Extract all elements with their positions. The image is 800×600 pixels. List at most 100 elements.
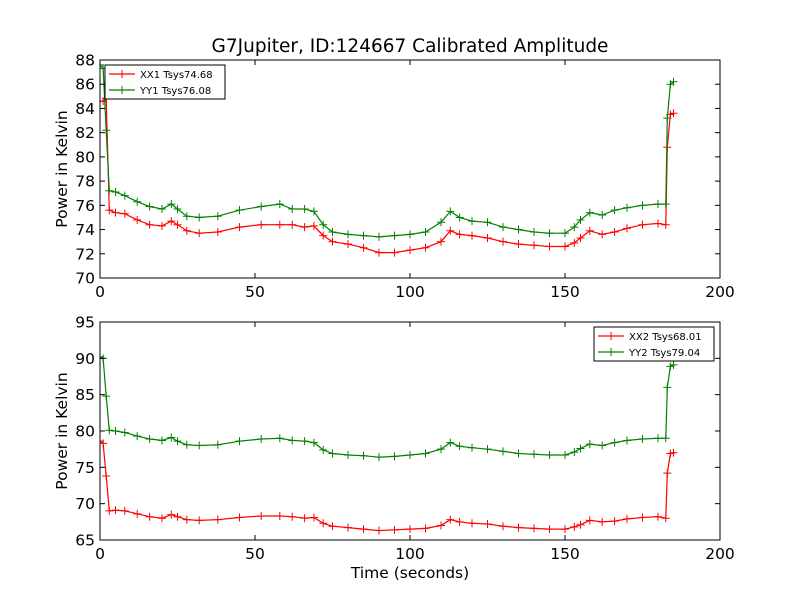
data-point — [167, 510, 176, 519]
legend-box — [104, 64, 226, 100]
data-point — [514, 240, 523, 249]
data-point — [328, 237, 337, 246]
data-point — [663, 114, 672, 123]
data-point — [158, 221, 166, 230]
data-point — [455, 442, 464, 451]
data-point — [173, 220, 182, 229]
data-point — [669, 360, 678, 369]
data-point — [235, 206, 244, 215]
data-point — [328, 522, 337, 531]
data-point — [514, 449, 523, 458]
x-tick-label: 200 — [705, 283, 735, 301]
figure-title: G7Jupiter, ID:124667 Calibrated Amplitud… — [212, 36, 609, 57]
data-point — [111, 188, 120, 197]
y-tick-label: 70 — [75, 270, 95, 288]
legend-box — [593, 326, 715, 362]
data-point — [319, 445, 328, 454]
data-point — [499, 522, 507, 531]
data-point — [359, 231, 368, 240]
data-point — [499, 447, 507, 456]
data-point — [319, 519, 328, 528]
data-point — [483, 218, 492, 227]
data-point — [319, 220, 328, 229]
data-point — [300, 204, 309, 213]
data-point — [120, 428, 129, 437]
data-point — [145, 512, 154, 521]
data-point — [120, 209, 129, 218]
data-point — [195, 441, 204, 450]
data-point — [468, 231, 476, 240]
y-axis-label: Power in Kelvin — [53, 110, 71, 227]
legend-label: XX1 Tsys74.68 — [140, 70, 213, 81]
data-point — [654, 512, 662, 521]
data-point — [663, 469, 672, 478]
plots: 0 50 100 150 200 70 72 74 76 78 80 82 84 86 88 Power in… — [53, 52, 735, 583]
data-point — [406, 246, 414, 255]
data-point — [406, 230, 414, 239]
data-point — [359, 525, 368, 534]
data-point — [288, 436, 297, 445]
data-point — [309, 207, 318, 216]
data-point — [173, 437, 182, 446]
data-point — [455, 230, 464, 239]
y-tick-label: 75 — [75, 459, 95, 477]
data-point — [483, 234, 492, 243]
data-point — [455, 213, 464, 222]
series-line — [100, 97, 674, 254]
data-point — [105, 186, 114, 195]
data-point — [173, 204, 182, 213]
data-point — [598, 211, 607, 220]
data-point — [213, 212, 222, 221]
legend-label: YY1 Tsys76.08 — [139, 86, 211, 97]
y-tick-label: 80 — [75, 423, 95, 441]
data-point — [390, 452, 399, 461]
legend-1: XX1 Tsys74.68 YY1 Tsys76.08 — [104, 64, 226, 100]
data-point — [195, 516, 204, 525]
data-point — [421, 227, 430, 236]
data-point — [576, 520, 585, 529]
data-point — [446, 226, 455, 235]
data-point — [570, 448, 579, 457]
data-point — [288, 512, 297, 521]
data-point — [437, 445, 445, 454]
data-point — [421, 449, 430, 458]
data-point — [105, 506, 114, 515]
data-point — [598, 230, 607, 239]
y-tick-label: 65 — [75, 532, 95, 550]
data-point — [213, 440, 222, 449]
data-point — [344, 523, 352, 532]
data-point — [661, 434, 670, 443]
series-xx-1 — [100, 94, 678, 257]
data-point — [309, 438, 318, 447]
data-point — [530, 227, 538, 236]
data-point — [669, 109, 678, 118]
y-tick-label: 95 — [75, 314, 95, 332]
data-point — [654, 434, 662, 443]
x-tick-label: 200 — [705, 545, 735, 563]
data-point — [468, 217, 476, 226]
data-point — [328, 227, 337, 236]
data-point — [483, 445, 492, 454]
data-point — [235, 513, 244, 522]
data-point — [158, 204, 166, 213]
data-point — [585, 226, 594, 235]
data-point — [437, 237, 445, 246]
data-point — [421, 524, 430, 533]
data-point — [300, 514, 309, 523]
data-point — [213, 515, 222, 524]
x-tick-label: 0 — [95, 545, 105, 563]
data-point — [182, 515, 191, 524]
data-point — [167, 433, 176, 442]
data-point — [288, 204, 297, 213]
data-point — [610, 227, 619, 236]
legend-marker — [607, 332, 615, 340]
data-point — [390, 525, 399, 534]
data-point — [514, 523, 523, 532]
y-axis-label: Power in Kelvin — [53, 372, 71, 489]
x-axis-label: Time (seconds) — [350, 564, 469, 582]
data-point — [375, 453, 383, 462]
data-point — [561, 450, 569, 459]
x-tick-label: 150 — [550, 545, 580, 563]
data-point — [133, 509, 142, 518]
data-point — [145, 202, 154, 211]
